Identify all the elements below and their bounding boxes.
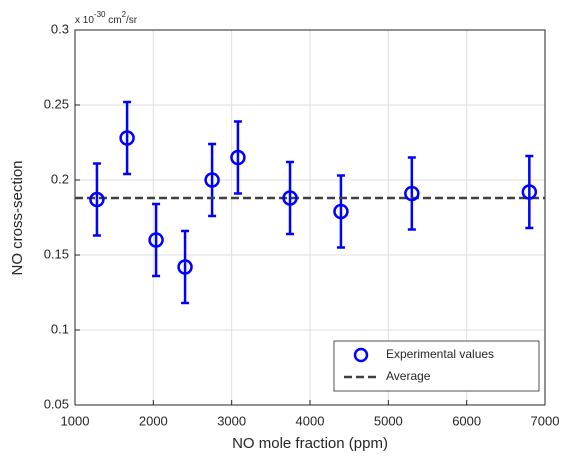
data-point [89,191,105,208]
data-point [333,203,349,220]
error-bar [336,174,345,249]
error-bar [407,156,416,231]
error-bar [123,100,132,176]
x-tick-label: 4000 [296,413,325,428]
x-tick-label: 2000 [139,413,168,428]
legend-box [333,340,540,392]
data-point [404,185,420,202]
x-tick-label: 7000 [531,413,560,428]
y-tick-label: 0.15 [44,246,69,261]
error-bar [152,202,161,278]
x-tick-label: 3000 [217,413,246,428]
y-axis-label: NO cross-section [9,160,26,275]
x-tick-label: 5000 [374,413,403,428]
error-bar [286,160,295,236]
data-point [230,149,246,166]
data-point [119,130,135,146]
y-tick-label: 0.2 [51,171,69,186]
y-tick-label: 0.3 [51,21,69,36]
legend-label: Experimental values [386,347,494,361]
data-point [204,172,220,188]
data-point [521,184,538,200]
data-point [148,232,164,248]
y-tick-label: 0.1 [51,321,69,336]
error-bar [208,142,217,218]
legend-label: Average [386,369,431,383]
x-tick-label: 1000 [61,413,90,428]
axes-box [74,29,546,406]
error-bar [92,162,101,237]
data-point [177,259,193,275]
y-tick-label: 0.25 [44,96,69,111]
error-bar [525,154,534,230]
y-multiplier: x 10-30 cm2/sr [75,10,138,26]
x-tick-label: 6000 [452,413,481,428]
error-bar [181,229,190,305]
x-axis-label: NO mole fraction (ppm) [232,435,388,452]
error-bar [233,120,242,195]
data-point [282,190,298,206]
y-tick-label: 0.05 [44,396,69,411]
legend-marker [353,347,369,363]
